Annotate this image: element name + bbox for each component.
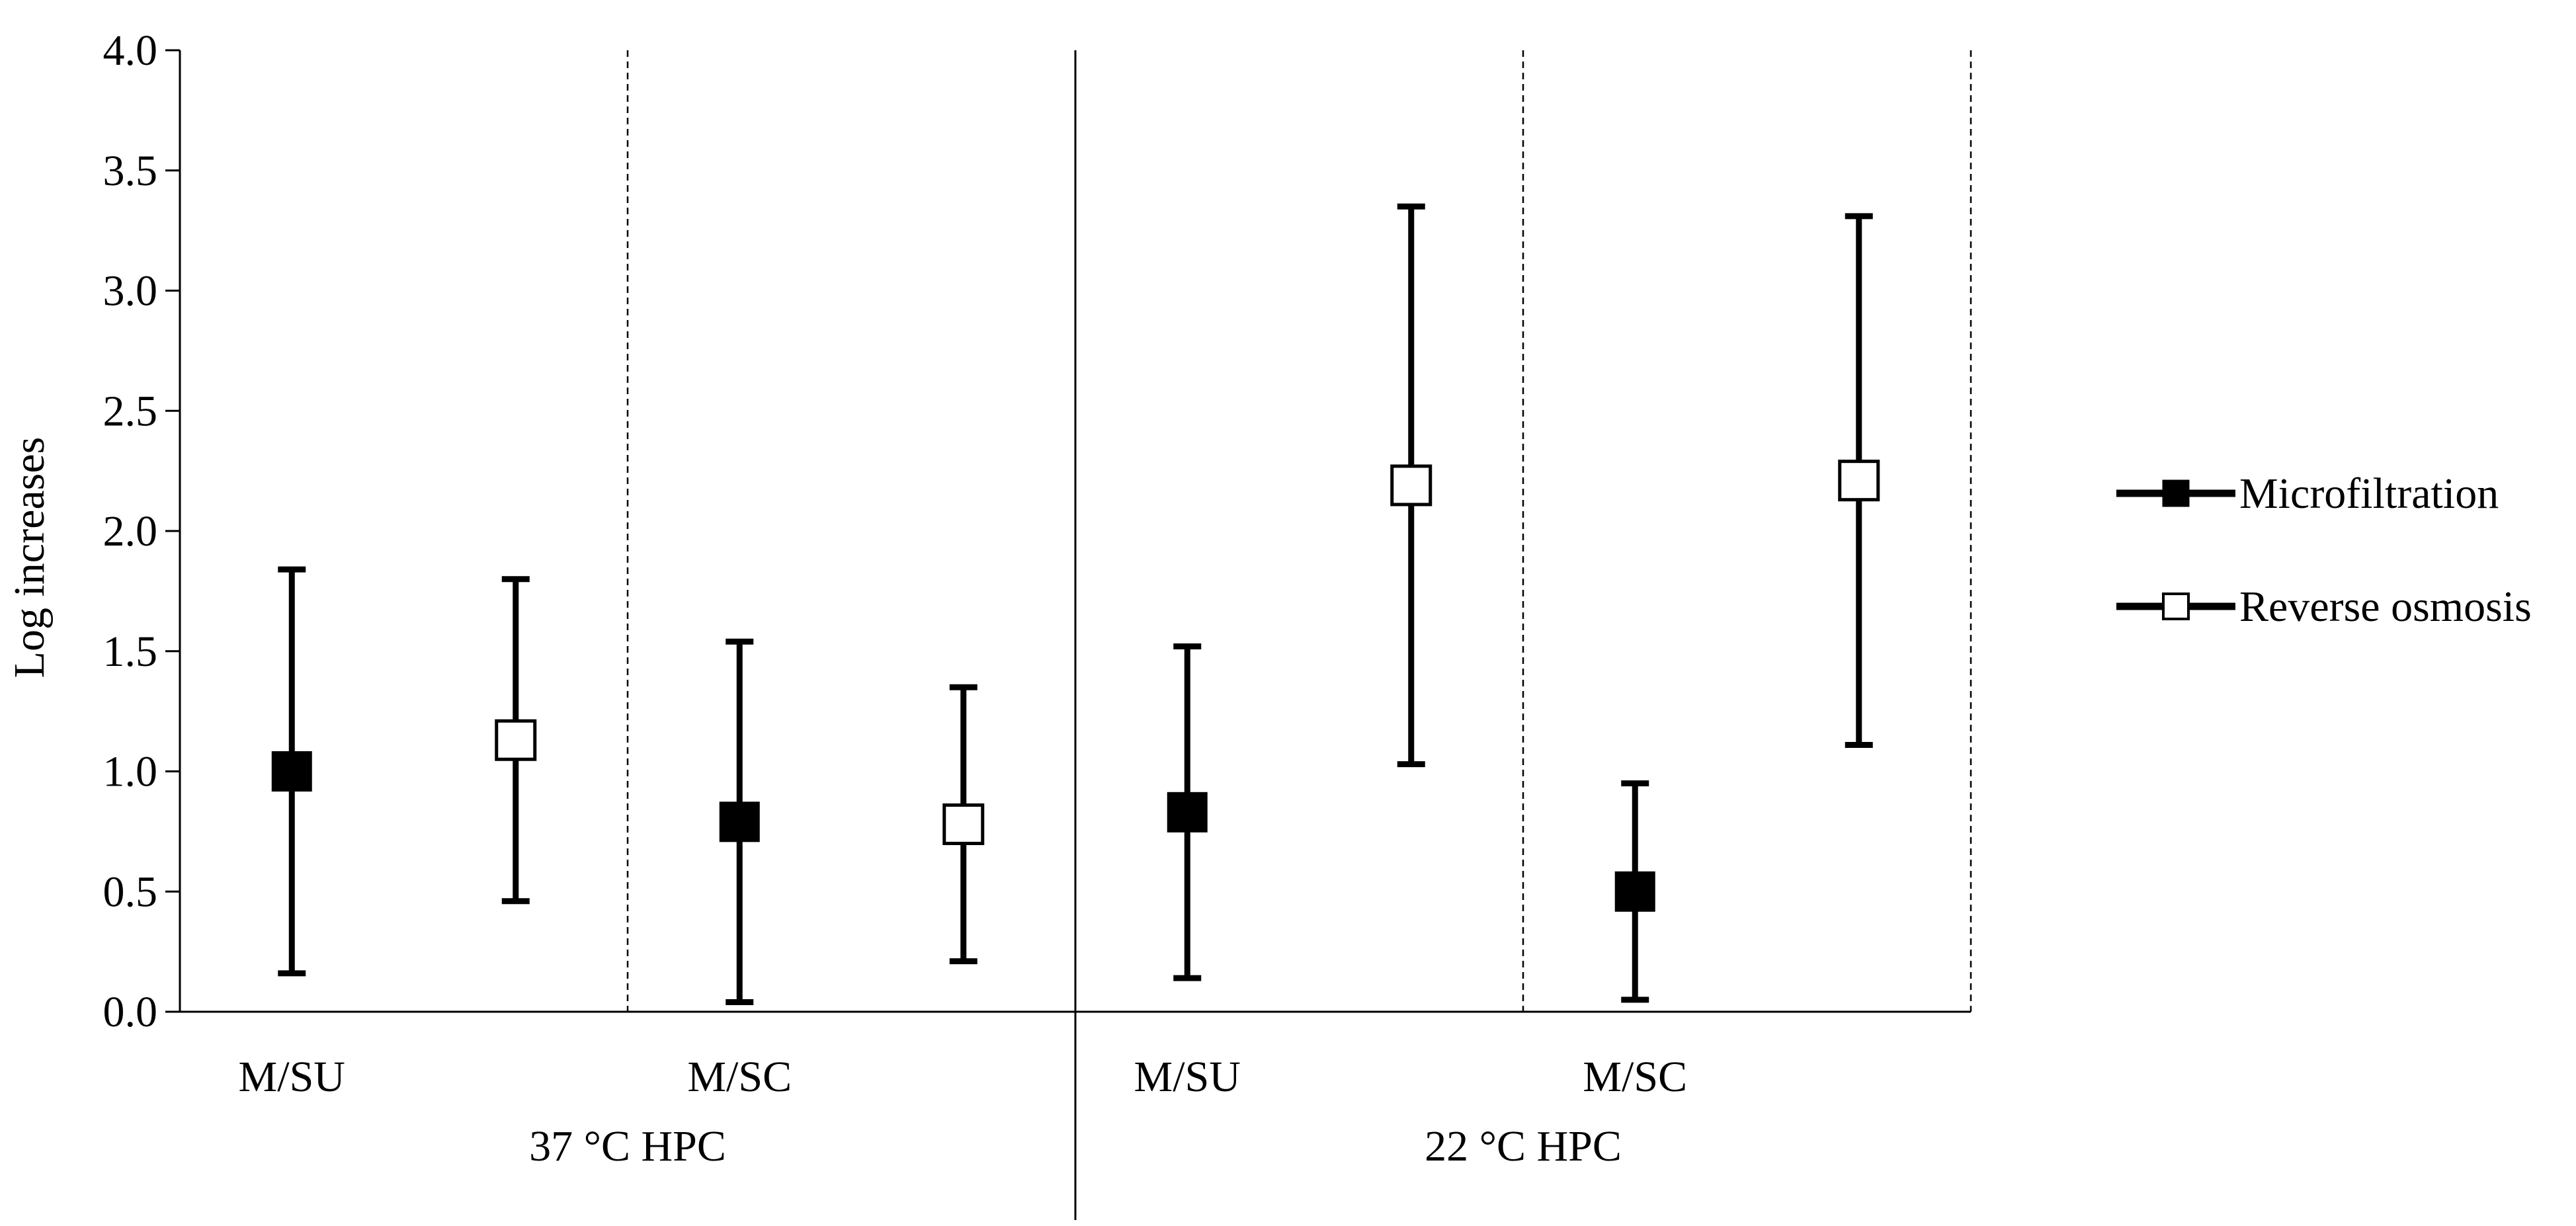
y-tick-label: 2.0: [103, 507, 158, 555]
marker-reverse-osmosis: [1838, 460, 1880, 502]
legend: Microfiltration Reverse osmosis: [2116, 470, 2532, 631]
legend-marker-reverse-osmosis: [2162, 593, 2190, 620]
marker-microfiltration: [1614, 871, 1655, 912]
group-label: 22 °C HPC: [1425, 1122, 1622, 1170]
marker-reverse-osmosis: [942, 803, 985, 845]
y-axis-title: Log increases: [5, 437, 54, 678]
category-label: M/SC: [687, 1053, 792, 1101]
y-tick-label: 3.0: [103, 267, 158, 315]
legend-label: Microfiltration: [2239, 470, 2499, 518]
y-tick-label: 3.5: [103, 147, 158, 195]
group-label: 37 °C HPC: [529, 1122, 726, 1170]
legend-label: Reverse osmosis: [2239, 583, 2532, 631]
y-tick-label: 2.5: [103, 387, 158, 435]
plot-area: 0.0 0.5 1.0 1.5 2.0 2.5 3.0 3.5 4.0 Log increases…: [5, 26, 1972, 1220]
category-label: M/SC: [1583, 1053, 1687, 1101]
category-label: M/SU: [1134, 1053, 1241, 1101]
marker-reverse-osmosis: [495, 719, 537, 761]
marker-microfiltration: [271, 751, 312, 792]
y-tick-label: 0.0: [103, 988, 158, 1036]
legend-marker-microfiltration: [2162, 479, 2190, 507]
marker-microfiltration: [719, 801, 760, 842]
marker-reverse-osmosis: [1390, 464, 1433, 507]
y-tick-label: 0.5: [103, 868, 158, 916]
category-label: M/SU: [239, 1053, 345, 1101]
y-tick-label: 4.0: [103, 26, 158, 75]
y-tick-label: 1.0: [103, 748, 158, 796]
marker-microfiltration: [1167, 792, 1208, 833]
y-tick-label: 1.5: [103, 628, 158, 676]
